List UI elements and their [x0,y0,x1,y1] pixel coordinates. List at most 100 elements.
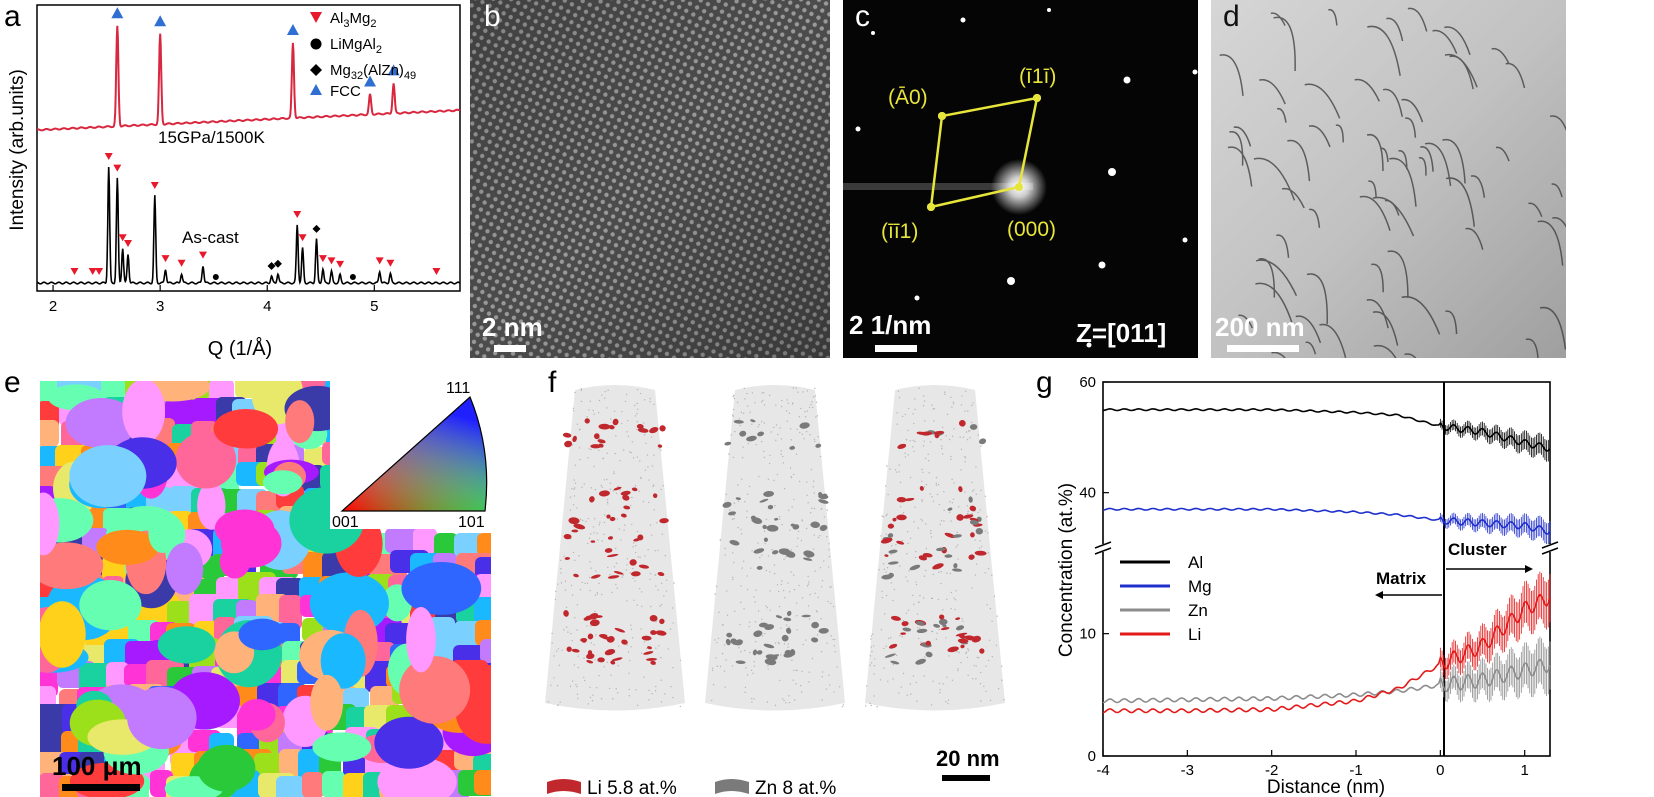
apt-atom [660,656,662,659]
dislocation-line [1366,133,1384,171]
apt-atom [672,667,674,669]
apt-atom [747,405,749,407]
apt-atom [586,582,589,584]
apt-atom [771,548,773,551]
panel-label-g: g [1036,366,1053,399]
zn-cluster [763,643,775,649]
li-cluster [887,523,895,529]
zn-cluster [729,540,740,546]
apt-atom [580,389,583,391]
apt-atom [731,665,734,667]
apt-atom [889,637,892,639]
li-cluster [890,615,901,621]
apt-atom [572,410,575,412]
apt-atom [716,665,719,667]
scale-text-c: 2 1/nm [849,310,932,340]
apt-atom [597,539,599,541]
annotation-cluster: Cluster [1448,540,1507,559]
apt-atom [586,416,588,418]
dislocation-line [1295,315,1322,344]
apt-atom [625,393,628,396]
li-cluster [621,639,628,645]
apt-atom [950,591,953,594]
dislocation-line [1368,180,1377,199]
apt-atom [564,589,567,591]
apt-atom [652,485,654,488]
apt-atom [984,530,987,532]
apt-atom [785,624,788,626]
apt-atom [733,514,735,517]
apt-atom [632,546,634,548]
li-cluster [598,423,611,430]
apt-atom [821,671,824,673]
apt-atom [921,520,924,522]
panel-label-b: b [484,0,501,33]
apt-atom [873,658,876,660]
apt-atom [656,522,658,524]
apt-atom [616,518,619,520]
apt-atom [601,540,603,542]
apt-atom [814,395,817,397]
apt-atom [954,599,957,601]
apt-atom [714,593,716,595]
apt-atom [931,404,933,406]
dislocation-line [1354,78,1380,102]
apt-atom [636,704,639,707]
apt-atom [580,400,583,403]
apt-atom [971,587,973,589]
apt-atom [913,521,915,523]
xrd-chart: 2 3 4 5 15GPa/1500K As-cast Q (1/Å) Intensi… [7,4,461,360]
legend-swatch-zn [715,779,749,794]
apt-atom [560,582,563,584]
apt-atom [931,630,934,633]
apt-atom [642,500,645,503]
apt-atom [881,596,883,599]
apt-atom [907,429,909,432]
li-cluster [942,624,947,628]
apt-atom [980,545,983,548]
apt-atom [569,685,572,688]
dislocation-line [1432,29,1458,54]
grain [40,492,60,556]
apt-atom [944,393,946,395]
apt-atom [979,540,981,542]
zn-cluster [763,490,775,497]
apt-atom [734,610,736,613]
li-cluster [659,425,666,432]
series-ascast-trace [36,166,461,286]
li-cluster [641,635,652,641]
apt-atom [798,416,800,418]
apt-atom [777,433,779,436]
grain [262,470,303,495]
apt-atom [616,692,619,694]
apt-atom [733,502,736,504]
apt-atom [821,699,823,701]
series-mg [1102,507,1551,535]
apt-atom [812,406,814,409]
apt-atom [898,471,900,473]
apt-atom [598,582,600,585]
apt-atom [898,396,901,399]
li-cluster [979,438,987,445]
apt-atom [986,515,988,518]
apt-atom [599,521,601,524]
apt-atom [796,629,798,631]
apt-atom [914,550,917,553]
apt-atom [952,401,954,403]
apt-atom [633,599,635,601]
apt-atom [602,457,604,460]
apt-atom [587,703,590,705]
li-cluster [890,660,900,665]
apt-atom [778,590,780,593]
apt-atom [967,674,969,676]
apt-atom [950,607,952,610]
apt-atom [813,507,816,510]
apt-atom [967,512,969,515]
ipf-label-111: 111 [446,381,470,397]
apt-atom [767,478,770,481]
apt-atom [603,397,606,399]
apt-atom [1003,699,1005,701]
apt-atom [607,503,609,505]
apt-atom [892,678,894,680]
apt-atom [783,487,786,490]
